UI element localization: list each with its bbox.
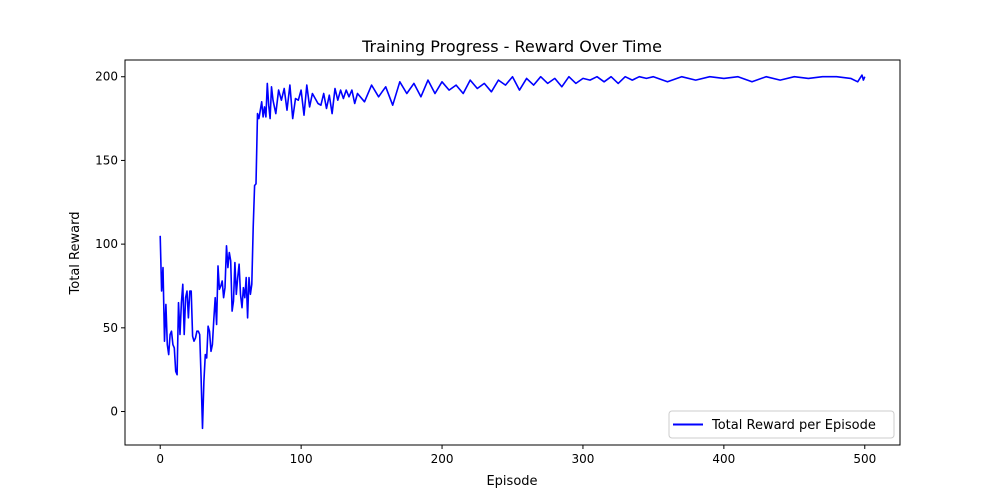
y-axis-label: Total Reward (68, 212, 83, 296)
x-tick-label: 500 (853, 452, 876, 466)
legend-box (668, 410, 895, 439)
legend: Total Reward per Episode (668, 410, 895, 439)
x-tick-label: 200 (431, 452, 454, 466)
x-tick-label: 0 (156, 452, 164, 466)
y-tick-label: 100 (95, 237, 118, 251)
series-line-0 (159, 74, 866, 430)
x-axis-label: Episode (486, 474, 537, 489)
axes: 0 100 200 300 400 500 0 50 100 150 200 (95, 59, 901, 466)
plot-area (159, 74, 866, 430)
axes-frame (124, 59, 901, 446)
y-tick-label: 200 (95, 70, 118, 84)
x-tick-label: 400 (712, 452, 735, 466)
x-tick-label: 100 (290, 452, 313, 466)
x-tick-label: 300 (572, 452, 595, 466)
y-tick-label: 150 (95, 153, 118, 167)
chart-title: Training Progress - Reward Over Time (361, 37, 662, 56)
y-tick-label: 50 (103, 321, 118, 335)
y-tick-label: 0 (110, 405, 118, 419)
legend-entry-label: Total Reward per Episode (711, 418, 876, 433)
